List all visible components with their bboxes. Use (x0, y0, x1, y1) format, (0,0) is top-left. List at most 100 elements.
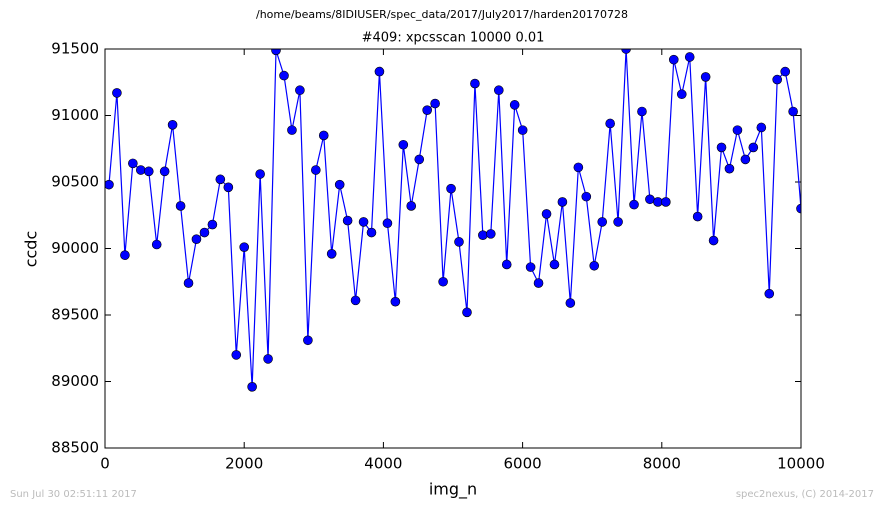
data-point (533, 278, 544, 288)
x-tick-label: 4000 (364, 455, 402, 473)
data-point (764, 288, 775, 299)
data-point (724, 163, 735, 174)
data-point (597, 217, 608, 227)
data-point (613, 217, 623, 227)
data-point (287, 125, 297, 135)
data-point (374, 66, 385, 77)
data-point (382, 218, 393, 229)
data-point (661, 197, 671, 207)
data-point (143, 166, 154, 177)
x-tick-label: 6000 (504, 455, 542, 473)
data-point (263, 354, 273, 364)
data-point (517, 125, 528, 135)
data-point (740, 154, 751, 165)
data-point (470, 78, 480, 89)
data-point (422, 105, 432, 115)
data-point (589, 260, 600, 271)
plot-frame (104, 48, 802, 449)
y-tick-label: 91500 (51, 40, 99, 58)
data-point (462, 307, 472, 318)
data-point (509, 100, 520, 110)
data-point (573, 162, 584, 173)
data-point (342, 215, 353, 226)
data-point (398, 139, 409, 150)
data-point (565, 298, 576, 308)
data-point (605, 118, 615, 129)
data-point (175, 201, 186, 211)
data-point (788, 106, 798, 117)
data-point (549, 259, 560, 270)
data-point (326, 249, 337, 259)
x-tick-label: 10000 (777, 455, 825, 473)
data-point (406, 201, 417, 211)
data-point (255, 169, 265, 179)
footer-left: Sun Jul 30 02:51:11 2017 (10, 489, 137, 500)
data-point (581, 191, 592, 202)
data-point (772, 74, 782, 85)
data-point (541, 209, 552, 219)
y-tick-label: 90500 (51, 173, 99, 191)
data-point (708, 235, 719, 246)
data-point (525, 262, 536, 272)
y-tick-label: 89500 (51, 306, 99, 324)
data-point (303, 335, 313, 346)
data-point (493, 85, 504, 96)
data-point (183, 278, 194, 288)
data-point (414, 154, 425, 165)
data-point (135, 165, 146, 175)
data-point (390, 296, 401, 307)
data-point (668, 54, 679, 65)
data-point (756, 122, 767, 133)
data-point (454, 237, 464, 247)
data-point (151, 239, 162, 250)
data-point (318, 130, 329, 141)
data-point (279, 70, 289, 81)
series-line (108, 49, 801, 387)
data-point (112, 88, 122, 98)
x-tick-label: 0 (100, 455, 110, 473)
y-tick-label: 88500 (51, 439, 99, 457)
data-point (621, 49, 631, 54)
data-point (637, 106, 647, 117)
x-axis-label: img_n (429, 480, 477, 500)
data-point (167, 120, 178, 130)
y-tick-label: 90000 (51, 239, 99, 257)
data-point (159, 166, 170, 177)
data-point (311, 165, 321, 175)
y-tick-label: 89000 (51, 372, 99, 390)
data-point (438, 276, 448, 287)
data-point (780, 66, 791, 77)
data-point (629, 199, 639, 210)
chart-title: #409: xpcsscan 10000 0.01 (362, 31, 545, 46)
footer-right: spec2nexus, (C) 2014-2017 (736, 489, 874, 500)
data-point (676, 89, 687, 100)
data-point (128, 158, 138, 169)
suptitle: /home/beams/8IDIUSER/spec_data/2017/July… (256, 8, 628, 21)
data-point (645, 194, 655, 205)
data-point (446, 183, 456, 194)
data-point (732, 125, 743, 135)
data-point (430, 98, 440, 109)
data-point (692, 211, 703, 222)
data-point (334, 179, 345, 190)
data-point (207, 219, 218, 230)
data-point (199, 227, 210, 238)
data-point (366, 227, 377, 238)
y-axis-label: ccdc (22, 231, 41, 268)
data-point (485, 229, 496, 239)
data-point (271, 49, 281, 56)
data-point (247, 382, 257, 392)
data-point (557, 197, 568, 207)
data-point (716, 142, 727, 153)
data-point (684, 52, 695, 62)
data-point (295, 85, 305, 96)
data-point (478, 230, 488, 240)
data-point (748, 142, 759, 153)
data-point (191, 234, 202, 244)
data-point (358, 217, 369, 227)
x-tick-label: 8000 (643, 455, 681, 473)
data-point (796, 203, 801, 214)
data-point (350, 295, 361, 306)
y-tick-label: 91000 (51, 106, 99, 124)
